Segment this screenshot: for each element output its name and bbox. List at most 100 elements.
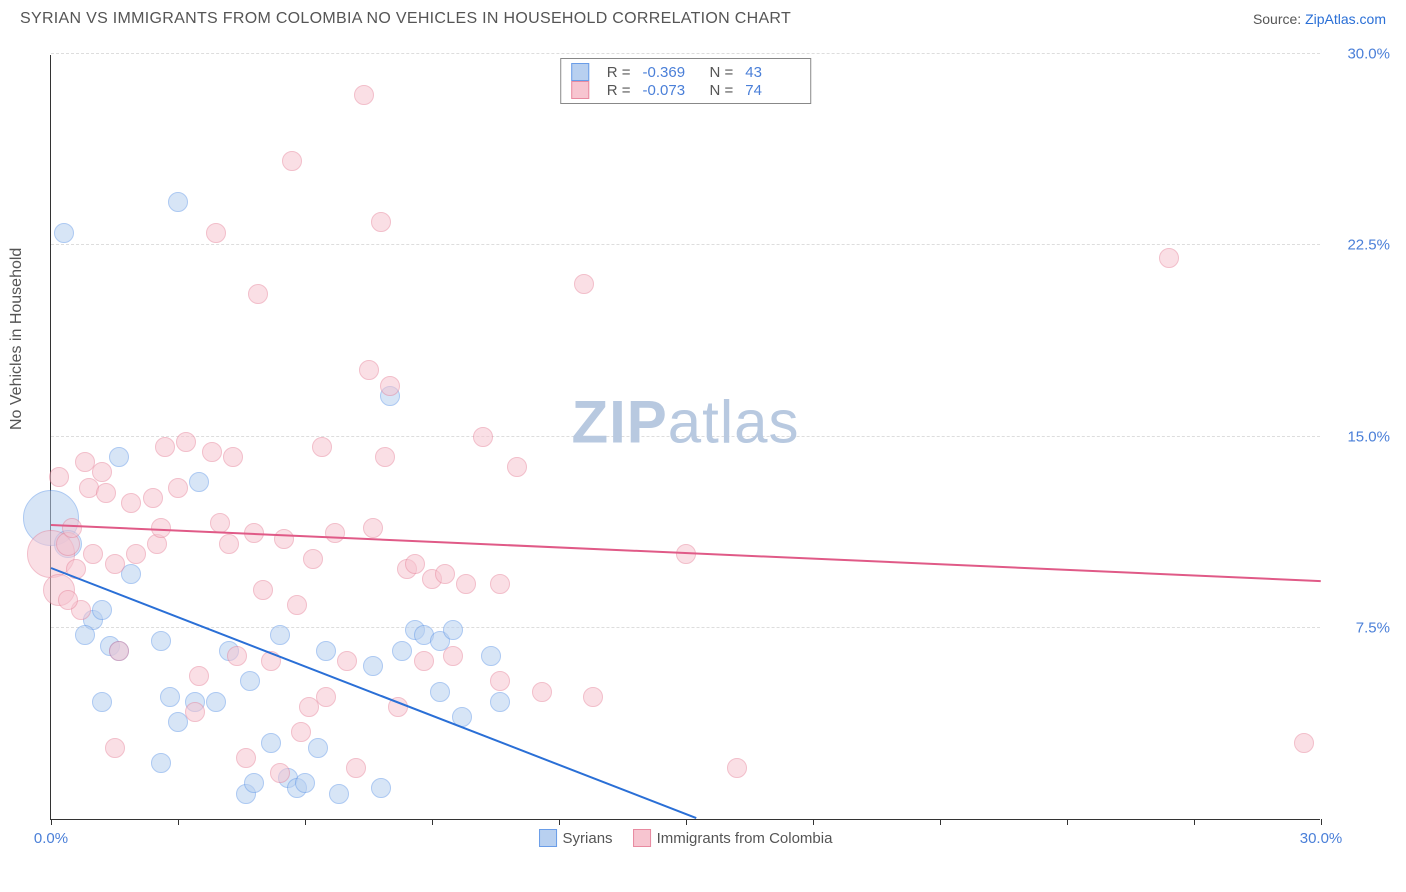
data-point <box>359 360 379 380</box>
y-tick-label: 15.0% <box>1330 428 1390 445</box>
data-point <box>105 738 125 758</box>
source-label: Source: <box>1253 11 1305 27</box>
data-point <box>92 462 112 482</box>
data-point <box>160 687 180 707</box>
data-point <box>240 671 260 691</box>
r-value-colombia: -0.073 <box>643 82 698 99</box>
data-point <box>291 722 311 742</box>
x-tick <box>940 819 941 825</box>
y-tick-label: 30.0% <box>1330 46 1390 63</box>
legend-label-syrians: Syrians <box>563 830 613 847</box>
data-point <box>371 778 391 798</box>
data-point <box>143 488 163 508</box>
data-point <box>435 564 455 584</box>
data-point <box>270 763 290 783</box>
data-point <box>282 151 302 171</box>
data-point <box>176 432 196 452</box>
data-point <box>206 692 226 712</box>
x-tick <box>813 819 814 825</box>
data-point <box>189 666 209 686</box>
data-point <box>1159 248 1179 268</box>
legend-item-syrians: Syrians <box>539 829 613 847</box>
x-tick <box>559 819 560 825</box>
data-point <box>105 554 125 574</box>
data-point <box>92 692 112 712</box>
x-tick <box>1067 819 1068 825</box>
gridline <box>51 627 1320 628</box>
data-point <box>121 493 141 513</box>
correlation-legend: R = -0.369 N = 43 R = -0.073 N = 74 <box>560 58 812 104</box>
r-value-syrians: -0.369 <box>643 64 698 81</box>
data-point <box>155 437 175 457</box>
source-link[interactable]: ZipAtlas.com <box>1305 11 1386 27</box>
data-point <box>727 758 747 778</box>
gridline <box>51 436 1320 437</box>
data-point <box>270 625 290 645</box>
data-point <box>507 457 527 477</box>
data-point <box>223 447 243 467</box>
data-point <box>583 687 603 707</box>
watermark: ZIPatlas <box>571 387 799 456</box>
data-point <box>346 758 366 778</box>
swatch-icon <box>571 81 589 99</box>
n-label: N = <box>710 82 734 99</box>
series-legend: Syrians Immigrants from Colombia <box>539 829 833 847</box>
swatch-icon <box>571 63 589 81</box>
x-tick <box>1194 819 1195 825</box>
data-point <box>473 427 493 447</box>
gridline <box>51 53 1320 54</box>
data-point <box>236 748 256 768</box>
data-point <box>312 437 332 457</box>
y-tick-label: 22.5% <box>1330 237 1390 254</box>
legend-label-colombia: Immigrants from Colombia <box>657 830 833 847</box>
y-axis-label: No Vehicles in Household <box>8 248 26 430</box>
data-point <box>316 641 336 661</box>
data-point <box>490 574 510 594</box>
data-point <box>126 544 146 564</box>
data-point <box>92 600 112 620</box>
legend-row-syrians: R = -0.369 N = 43 <box>571 63 801 81</box>
data-point <box>303 549 323 569</box>
data-point <box>574 274 594 294</box>
data-point <box>75 625 95 645</box>
data-point <box>109 447 129 467</box>
x-tick <box>178 819 179 825</box>
chart-title: SYRIAN VS IMMIGRANTS FROM COLOMBIA NO VE… <box>20 10 791 28</box>
data-point <box>363 656 383 676</box>
data-point <box>363 518 383 538</box>
data-point <box>83 544 103 564</box>
n-label: N = <box>710 64 734 81</box>
x-tick-label: 0.0% <box>34 830 68 847</box>
data-point <box>49 467 69 487</box>
data-point <box>109 641 129 661</box>
data-point <box>58 590 78 610</box>
legend-item-colombia: Immigrants from Colombia <box>633 829 833 847</box>
data-point <box>337 651 357 671</box>
data-point <box>375 447 395 467</box>
n-value-syrians: 43 <box>745 64 800 81</box>
data-point <box>287 595 307 615</box>
data-point <box>121 564 141 584</box>
data-point <box>54 223 74 243</box>
data-point <box>490 692 510 712</box>
data-point <box>168 478 188 498</box>
gridline <box>51 244 1320 245</box>
x-tick <box>305 819 306 825</box>
data-point <box>325 523 345 543</box>
data-point <box>202 442 222 462</box>
x-tick <box>686 819 687 825</box>
data-point <box>206 223 226 243</box>
data-point <box>168 192 188 212</box>
source-attribution: Source: ZipAtlas.com <box>1253 11 1386 27</box>
data-point <box>244 773 264 793</box>
data-point <box>443 620 463 640</box>
swatch-icon <box>539 829 557 847</box>
data-point <box>308 738 328 758</box>
scatter-chart: ZIPatlas R = -0.369 N = 43 R = -0.073 N … <box>50 55 1320 820</box>
data-point <box>316 687 336 707</box>
watermark-part1: ZIP <box>571 388 667 455</box>
data-point <box>329 784 349 804</box>
data-point <box>295 773 315 793</box>
n-value-colombia: 74 <box>745 82 800 99</box>
data-point <box>189 472 209 492</box>
